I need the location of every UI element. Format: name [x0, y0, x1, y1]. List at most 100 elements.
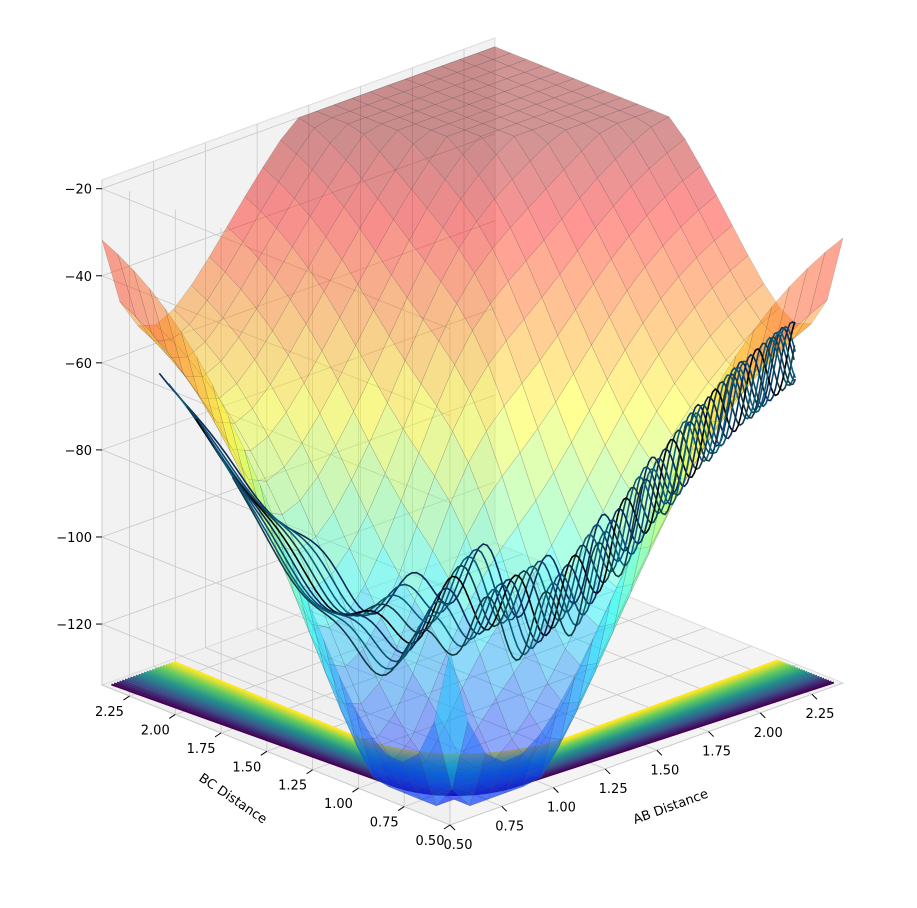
surface-patch — [543, 218, 578, 275]
contour-line — [173, 659, 779, 756]
surface-patch — [505, 318, 541, 384]
z-tick-label: −20 — [65, 183, 92, 198]
surface-patch — [521, 359, 556, 430]
contour-line — [132, 673, 815, 782]
surface-patch — [486, 405, 521, 477]
surface-patch — [400, 452, 435, 527]
y-tick — [214, 732, 222, 738]
surface-patch — [583, 116, 619, 134]
surface-patch — [505, 72, 542, 86]
surface-patch — [618, 103, 654, 118]
x-tick — [449, 824, 456, 831]
surface-patch — [452, 393, 487, 464]
surface-patch — [428, 653, 463, 728]
surface-patch — [200, 397, 236, 424]
surface-patch — [190, 256, 226, 301]
surface-patch — [523, 708, 558, 787]
surface-patch — [613, 185, 648, 237]
y-tick — [352, 787, 359, 793]
surface-patch — [587, 91, 623, 105]
surface-patch — [375, 218, 410, 276]
surface-patch — [309, 633, 344, 704]
axis-ticks: 0.50 0.75 1.00 1.25 1.50 1.75 2.00 2.25 0.50 0.75… — [56, 183, 834, 853]
surface-patch — [254, 330, 289, 385]
surface-patch — [301, 412, 336, 478]
contour-line — [159, 664, 791, 765]
surface-patch — [478, 153, 513, 200]
surface-patch — [214, 422, 249, 480]
surface-patch — [361, 151, 396, 199]
surface-patch — [503, 84, 540, 99]
surface-patch — [444, 153, 479, 200]
contour-line — [124, 676, 823, 788]
surface-patch — [473, 773, 509, 787]
surface-patch — [513, 646, 548, 714]
x-tick-label: 2.00 — [754, 726, 783, 741]
surface-patch — [419, 792, 455, 807]
surface-patch — [494, 178, 529, 228]
surface-patch — [323, 639, 358, 747]
surface-patch — [442, 198, 477, 250]
surface-patch — [270, 354, 305, 413]
surface-patch — [400, 97, 437, 112]
surface-patch — [563, 150, 598, 199]
surface-patch — [493, 738, 528, 768]
y-tick — [168, 714, 176, 719]
surface-patch — [535, 97, 571, 111]
surface-patch — [517, 500, 552, 575]
surface-patch — [488, 340, 523, 407]
surface-patch — [557, 308, 592, 375]
surface-patch — [477, 698, 513, 762]
surface-patch — [680, 209, 715, 258]
trajectory-line — [222, 331, 797, 670]
surface-patch — [422, 281, 457, 342]
surface-patch — [208, 226, 244, 273]
surface-patch — [626, 266, 662, 324]
surface-patch — [450, 462, 485, 537]
y-tick-label: 2.00 — [141, 723, 170, 738]
surface-patch — [571, 84, 607, 98]
surface-patch — [474, 248, 509, 305]
surface-patch — [609, 290, 644, 351]
surface-patch — [444, 687, 479, 759]
surface-patch — [503, 382, 539, 454]
surface-patch — [480, 129, 515, 155]
z-tick-label: −120 — [56, 618, 92, 633]
surface-patch — [537, 401, 572, 474]
surface-patch — [604, 411, 640, 477]
y-tick-label: 0.50 — [416, 834, 445, 849]
surface-patch — [349, 513, 384, 585]
surface-patch — [495, 672, 530, 740]
surface-patch — [430, 123, 466, 137]
surface-patch — [594, 560, 629, 673]
y-tick-label: 1.50 — [232, 760, 261, 775]
surface-patch — [660, 276, 695, 331]
surface-patch — [329, 123, 365, 161]
surface-patch — [599, 122, 634, 160]
surface-patch — [421, 779, 457, 794]
surface-patch — [439, 773, 475, 787]
surface-patch — [553, 91, 589, 105]
surface-patch — [406, 260, 442, 320]
surface-patch — [656, 383, 691, 436]
surface-patch — [541, 273, 576, 337]
surface-patch — [468, 430, 503, 504]
surface-patch — [628, 214, 664, 268]
surface-patch — [378, 646, 414, 714]
x-tick — [759, 712, 766, 719]
surface-patch — [288, 323, 323, 384]
surface-patch — [196, 357, 231, 453]
surface-patch — [335, 410, 370, 481]
z-tick-label: −100 — [56, 531, 92, 546]
trajectory-lines — [158, 320, 797, 677]
surface-patch — [420, 340, 455, 407]
surface-patch — [524, 745, 560, 778]
surface-patch — [379, 129, 414, 171]
surface-patch — [808, 237, 844, 316]
surface-patch — [351, 91, 387, 105]
surface-patch — [537, 84, 573, 99]
surface-patch — [119, 301, 154, 341]
trajectory-line — [158, 326, 795, 619]
surface-patch — [581, 133, 616, 179]
surface-patch — [474, 59, 510, 73]
